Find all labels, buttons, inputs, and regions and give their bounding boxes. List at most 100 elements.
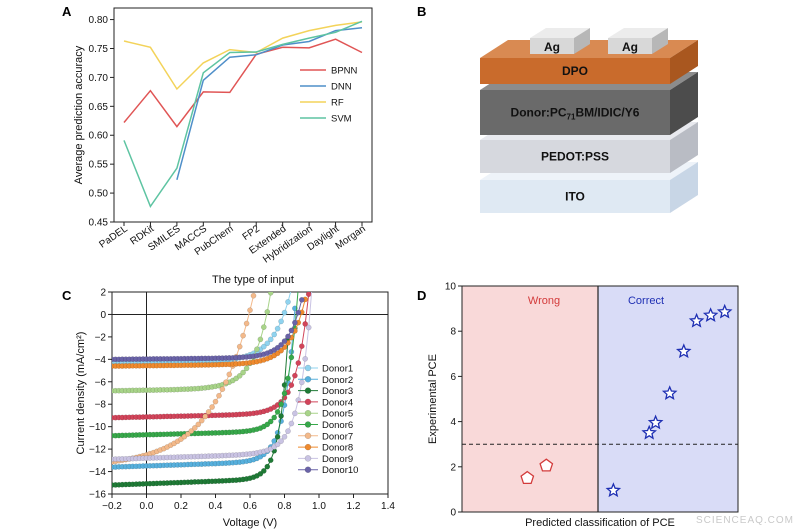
layer-side-ito <box>670 162 698 213</box>
panel-d-classification-chart: Wrong Correct 0 2 4 6 8 10 Predicted classificat… <box>427 282 739 529</box>
data-point <box>298 296 305 303</box>
legend-label-donor10: Donor10 <box>322 465 358 476</box>
data-point <box>195 421 202 428</box>
legend-label-rf: RF <box>331 98 344 109</box>
series-donor6 <box>112 285 301 439</box>
star-marker <box>675 343 692 359</box>
data-point <box>274 409 281 415</box>
legend-label-donor9: Donor9 <box>322 454 353 465</box>
legend-marker-donor6 <box>304 421 312 428</box>
x-tick-label: 0.4 <box>209 501 223 512</box>
x-tick-label: 1.0 <box>312 501 326 512</box>
panel-letter-b: B <box>417 4 426 19</box>
data-point <box>257 336 264 343</box>
data-point <box>264 463 271 470</box>
data-point <box>243 320 250 327</box>
region-label-wrong: Wrong <box>528 295 560 307</box>
series-donor10 <box>112 296 305 363</box>
data-point <box>285 428 291 434</box>
y-tick-label: 0 <box>450 508 456 519</box>
electrode-top <box>608 28 668 38</box>
data-point <box>296 285 301 290</box>
jv-curves <box>112 283 315 488</box>
y-tick-label: 2 <box>450 462 456 473</box>
data-point <box>243 365 250 372</box>
electrode-side <box>574 28 590 54</box>
star-marker <box>716 303 733 319</box>
data-point <box>260 324 267 330</box>
data-point <box>278 401 284 407</box>
legend-label-bpnn: BPNN <box>331 66 358 77</box>
x-tick-label: −0.2 <box>102 501 122 512</box>
y-tick-label: 0.70 <box>89 73 109 84</box>
data-point <box>292 319 298 326</box>
data-point <box>289 286 294 291</box>
series-donor3 <box>112 335 291 488</box>
pentagon-marker <box>520 470 535 485</box>
data-point <box>278 347 284 354</box>
star-marker <box>641 424 657 440</box>
layer-side-pedot <box>670 122 698 173</box>
series-line-rf <box>123 21 363 91</box>
x-tick-label: 1.2 <box>347 501 361 512</box>
legend-marker-donor3 <box>304 387 312 394</box>
layer-front-ito <box>480 180 670 213</box>
data-point <box>264 421 271 428</box>
layer-label-pedot: PEDOT:PSS <box>541 150 609 164</box>
legend-label-donor4: Donor4 <box>322 397 353 408</box>
data-point <box>302 355 309 362</box>
series-line-svm <box>123 20 363 208</box>
legend-marker-donor1 <box>304 364 312 372</box>
legend-marker-donor9 <box>304 455 312 462</box>
legend-marker-donor7 <box>304 432 312 439</box>
data-point <box>240 369 246 376</box>
y-tick-label: −14 <box>89 467 106 478</box>
star-marker <box>605 482 622 498</box>
y-tick-label: 0.60 <box>89 131 109 142</box>
plot-frame <box>113 7 373 223</box>
y-tick-label: 0.50 <box>89 189 109 200</box>
legend-label-donor3: Donor3 <box>322 386 353 397</box>
electrode-side <box>652 28 668 54</box>
data-point <box>285 299 291 305</box>
data-point <box>205 409 212 415</box>
legend-marker-donor5 <box>304 410 312 417</box>
layer-front-pedot <box>480 140 670 173</box>
data-point <box>223 379 229 386</box>
layer-side-active <box>670 72 698 135</box>
data-point <box>274 344 281 351</box>
y-tick-label: 2 <box>100 288 106 299</box>
y-tick-label: −2 <box>95 332 107 343</box>
data-point <box>260 468 267 474</box>
data-point <box>305 292 312 297</box>
x-axis-label: Predicted classification of PCE <box>525 517 675 529</box>
layer-label-ito: ITO <box>565 190 585 204</box>
data-point <box>271 331 278 338</box>
data-point <box>298 343 305 350</box>
y-tick-label: −8 <box>95 400 107 411</box>
data-point <box>274 325 281 332</box>
y-tick-label: 0.45 <box>89 218 109 229</box>
region-correct <box>598 286 738 512</box>
data-point <box>191 425 198 431</box>
data-point <box>267 292 274 296</box>
panel-letter-a: A <box>62 4 72 19</box>
legend-marker-donor4 <box>304 398 312 406</box>
data-point <box>295 360 302 366</box>
data-point <box>288 327 295 334</box>
series-donor8 <box>112 296 309 369</box>
data-point <box>281 338 288 344</box>
legend-label-donor6: Donor6 <box>322 420 353 431</box>
data-point <box>278 341 284 348</box>
legend-marker-donor2 <box>304 376 312 383</box>
panel-c-jv-chart: 2 0 −2 −4 −6 −8 −10 −12 −14 −16−0.2 0.0 0.2 0.4 0.6 0.… <box>75 283 395 530</box>
data-point <box>264 340 271 347</box>
watermark: SCIENCEAQ.COM <box>695 515 794 526</box>
data-point <box>250 292 257 299</box>
data-point <box>278 418 284 425</box>
y-tick-label: 0.55 <box>89 160 109 171</box>
x-tick-label: Morgan <box>334 223 368 251</box>
x-axis-label: Voltage (V) <box>223 517 277 529</box>
data-point <box>209 404 215 410</box>
data-point <box>310 283 315 288</box>
